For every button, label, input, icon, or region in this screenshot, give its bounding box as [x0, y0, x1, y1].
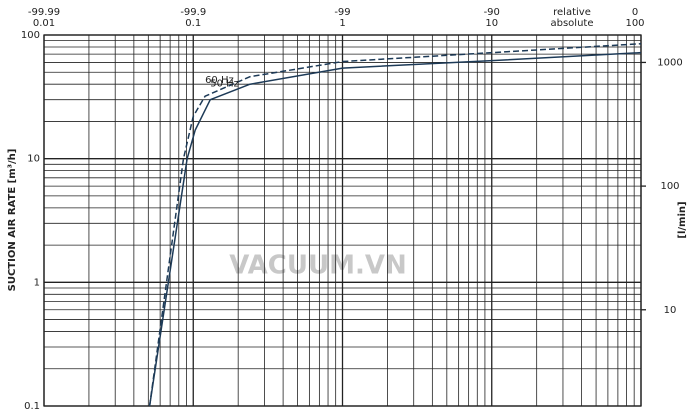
relative-title: relative — [553, 7, 591, 18]
x-relative-tick-label: -90 — [484, 7, 500, 18]
x-relative-tick-label: -99.99 — [28, 7, 60, 18]
y2-axis-label: [l/min] — [677, 201, 688, 238]
y2-tick-label: 10 — [664, 305, 677, 316]
y-tick-label: 1 — [34, 277, 40, 288]
y2-tick-label: 1000 — [657, 57, 682, 68]
x-relative-tick-label: -99 — [334, 7, 350, 18]
y-axis-label: SUCTION AIR RATE [m³/h] — [7, 149, 18, 292]
x-tick-label: 100 — [625, 18, 644, 29]
absolute-title: absolute — [551, 18, 594, 29]
series-label: 60 Hz — [205, 75, 234, 86]
watermark: VACUUM.VN — [229, 251, 406, 281]
x-tick-label: 0.1 — [185, 18, 201, 29]
x-tick-label: 0.01 — [33, 18, 55, 29]
x-relative-tick-label: 0 — [632, 7, 638, 18]
x-tick-label: 10 — [485, 18, 498, 29]
x-relative-tick-label: -99.9 — [180, 7, 206, 18]
y2-tick-label: 100 — [660, 181, 679, 192]
plot-frame — [43, 34, 642, 407]
y-tick-label: 10 — [27, 154, 40, 165]
line-series — [148, 42, 642, 407]
y-tick-label: 0.1 — [24, 401, 40, 412]
line-series — [148, 51, 642, 407]
y-tick-label: 100 — [21, 30, 40, 41]
x-tick-label: 1 — [339, 18, 345, 29]
series-label: 50 Hz — [210, 79, 239, 90]
